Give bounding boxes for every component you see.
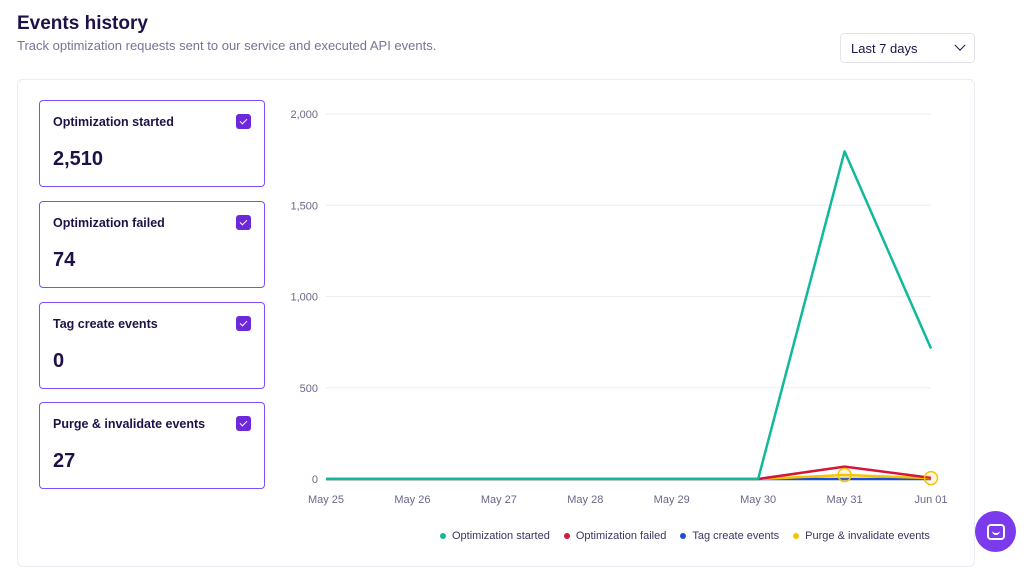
card-value: 74	[53, 249, 76, 271]
x-tick-label: May 27	[481, 494, 517, 506]
x-tick-label: May 25	[308, 494, 344, 506]
card-purge-invalidate-events[interactable]: Purge & invalidate events 27	[39, 402, 265, 489]
y-tick-label: 1,000	[290, 292, 318, 304]
date-range-value: Last 7 days	[851, 40, 918, 56]
card-tag-create-events[interactable]: Tag create events 0	[39, 302, 265, 389]
x-tick-label: May 26	[394, 494, 430, 506]
card-optimization-started[interactable]: Optimization started 2,510	[39, 100, 265, 187]
events-panel: Optimization started 2,510 Optimization …	[17, 79, 975, 567]
page-title: Events history	[17, 13, 148, 34]
checkbox-checked-icon[interactable]	[236, 114, 251, 129]
card-value: 2,510	[53, 148, 104, 170]
card-value: 27	[53, 450, 76, 472]
legend-label: Optimization started	[452, 530, 550, 542]
legend-label: Optimization failed	[575, 530, 667, 542]
checkbox-checked-icon[interactable]	[236, 416, 251, 431]
y-tick-label: 2,000	[290, 109, 318, 121]
card-label: Optimization started	[53, 115, 174, 129]
x-tick-label: May 28	[567, 494, 603, 506]
data-point	[837, 467, 852, 483]
data-point	[923, 470, 939, 486]
legend-item[interactable]: Tag create events	[680, 530, 779, 542]
legend-dot-icon	[680, 533, 687, 539]
chat-icon	[986, 523, 1005, 540]
legend-dot-icon	[563, 533, 570, 539]
y-tick-label: 500	[300, 383, 318, 395]
x-tick-label: May 31	[827, 494, 863, 506]
x-tick-label: May 29	[654, 494, 690, 506]
y-tick-label: 0	[312, 474, 318, 486]
chat-button[interactable]	[975, 511, 1016, 552]
date-range-select[interactable]: Last 7 days	[840, 33, 975, 63]
legend-label: Purge & invalidate events	[805, 530, 930, 542]
legend-item[interactable]: Purge & invalidate events	[793, 530, 930, 542]
checkbox-checked-icon[interactable]	[236, 316, 251, 331]
x-tick-label: Jun 01	[914, 494, 947, 506]
card-optimization-failed[interactable]: Optimization failed 74	[39, 201, 265, 288]
series-line-0	[326, 150, 933, 481]
legend-item[interactable]: Optimization started	[440, 530, 550, 542]
checkbox-checked-icon[interactable]	[236, 215, 251, 230]
y-tick-label: 1,500	[290, 200, 318, 212]
card-value: 0	[53, 350, 65, 372]
card-label: Purge & invalidate events	[53, 417, 206, 431]
legend-item[interactable]: Optimization failed	[563, 530, 667, 542]
card-label: Tag create events	[53, 317, 158, 331]
card-label: Optimization failed	[53, 216, 165, 230]
chart-legend: Optimization started Optimization failed T…	[440, 530, 930, 542]
x-tick-label: May 30	[740, 494, 776, 506]
legend-dot-icon	[793, 533, 800, 539]
legend-dot-icon	[440, 533, 446, 539]
legend-label: Tag create events	[692, 530, 780, 542]
page-subtitle: Track optimization requests sent to our …	[17, 38, 437, 53]
